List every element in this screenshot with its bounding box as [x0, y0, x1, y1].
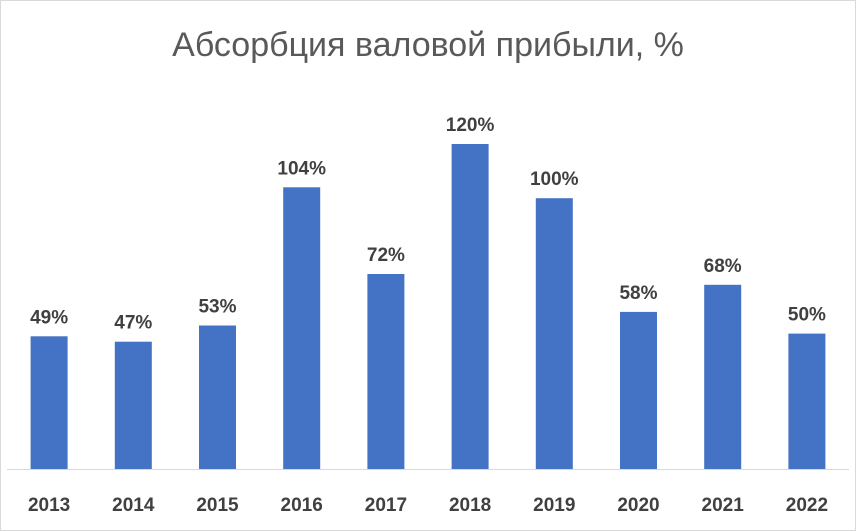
data-label-2014: 47% [114, 313, 152, 334]
data-label-2016: 104% [277, 158, 326, 179]
bar-2017 [367, 274, 405, 469]
x-tick-2013: 2013 [28, 495, 70, 516]
data-label-2022: 50% [788, 305, 826, 326]
data-label-2021: 68% [704, 256, 742, 277]
data-label-2018: 120% [446, 115, 495, 136]
x-tick-2020: 2020 [617, 495, 659, 516]
bar-2022 [788, 333, 826, 469]
x-tick-2017: 2017 [365, 495, 407, 516]
x-tick-2015: 2015 [196, 495, 239, 516]
x-tick-2019: 2019 [533, 495, 575, 516]
x-tick-labels: 2013 2014 2015 2016 2017 2018 2019 2020 2021 2022 [28, 495, 828, 516]
x-tick-2014: 2014 [112, 495, 155, 516]
bar-2018 [451, 144, 489, 469]
data-label-2020: 58% [619, 283, 657, 304]
data-label-2015: 53% [198, 297, 236, 318]
x-tick-2021: 2021 [702, 495, 745, 516]
bar-2016 [283, 187, 321, 470]
x-tick-2022: 2022 [786, 495, 828, 516]
bar-series [30, 144, 826, 470]
bar-2013 [30, 336, 68, 469]
x-tick-2018: 2018 [449, 495, 491, 516]
chart-title: Абсорбция валовой прибыли, % [172, 26, 684, 64]
data-labels: 49% 47% 53% 104% 72% 120% 100% 58% 68% 50% [30, 115, 826, 334]
data-label-2017: 72% [367, 245, 405, 266]
bar-2015 [199, 325, 236, 469]
bar-2020 [620, 311, 657, 469]
bar-2021 [704, 284, 742, 469]
bar-2014 [114, 341, 152, 469]
data-label-2019: 100% [530, 169, 579, 190]
data-label-2013: 49% [30, 307, 68, 328]
x-tick-2016: 2016 [281, 495, 323, 516]
bar-2019 [535, 198, 573, 469]
